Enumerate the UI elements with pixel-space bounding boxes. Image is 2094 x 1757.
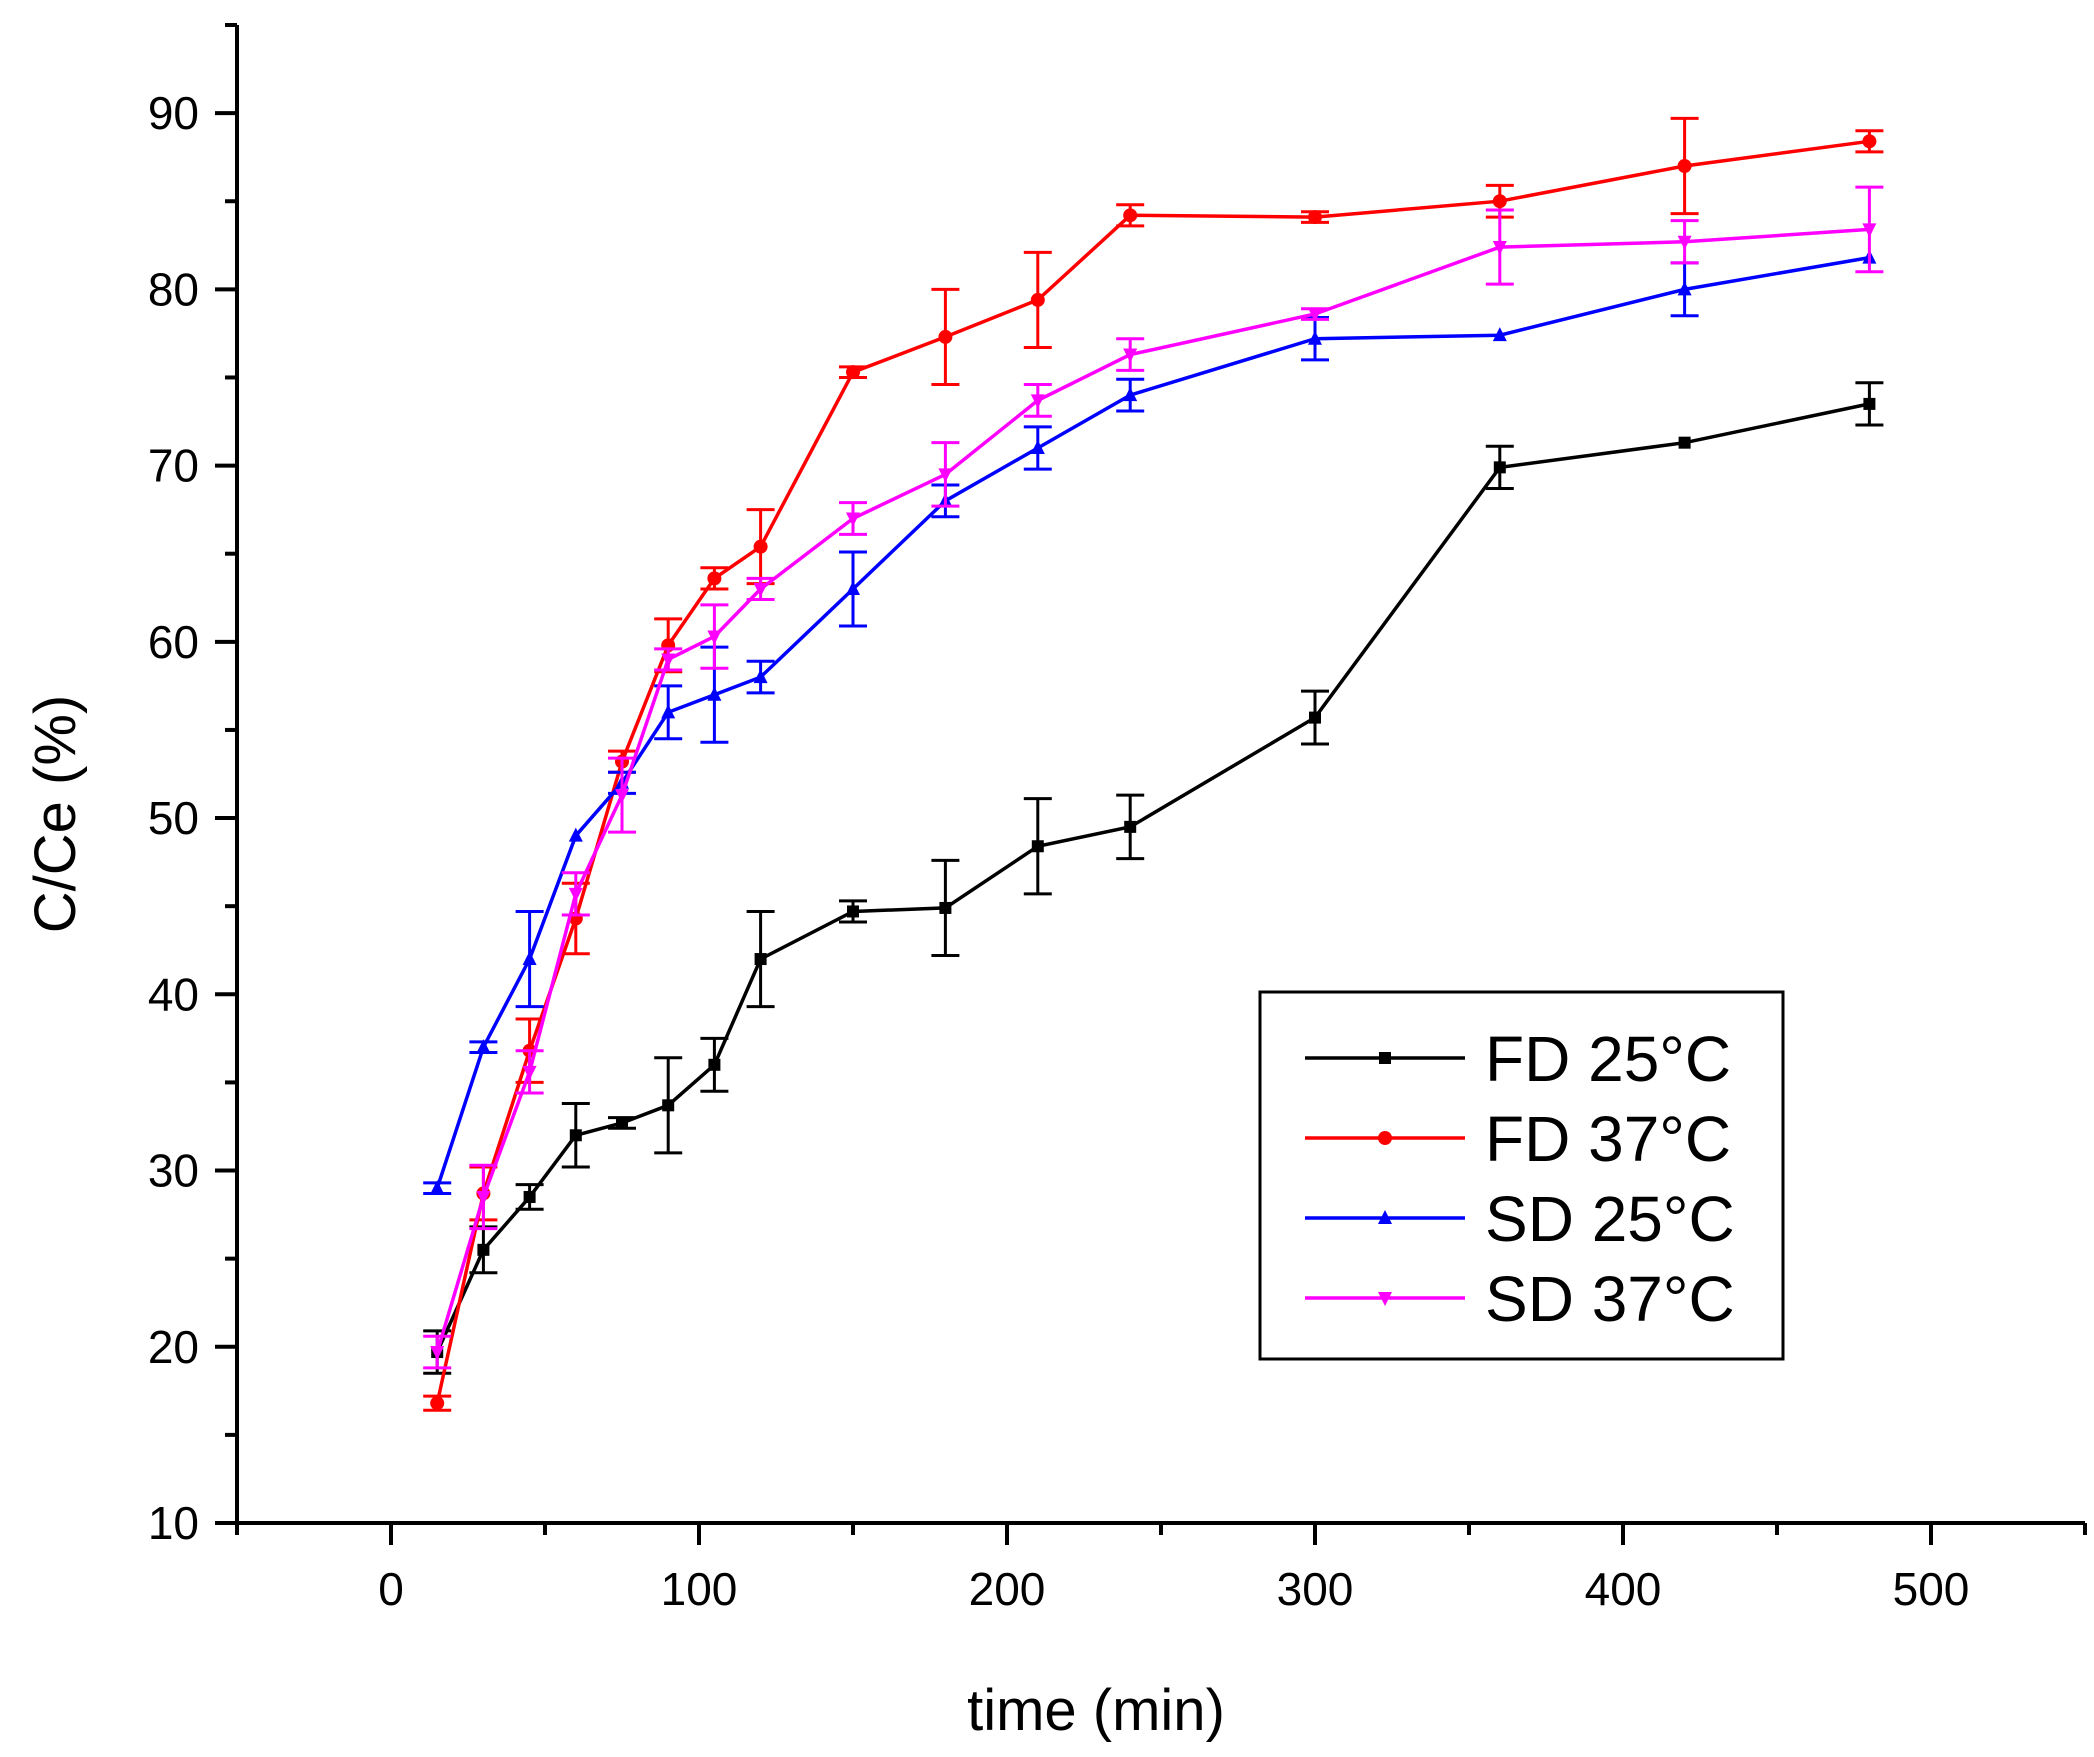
data-point (753, 539, 768, 554)
data-point (430, 1396, 445, 1411)
data-point (569, 1129, 582, 1142)
data-point (1492, 327, 1507, 342)
x-tick-label: 100 (661, 1563, 738, 1615)
legend-item: FD 37°C (1305, 1103, 1731, 1175)
data-point (1030, 292, 1045, 307)
data-point (1308, 308, 1322, 323)
data-point (615, 789, 629, 804)
data-point (847, 905, 859, 918)
x-tick-label: 200 (969, 1563, 1046, 1615)
data-point (1308, 330, 1322, 345)
data-point (1030, 439, 1045, 454)
series-line (435, 227, 1870, 1353)
data-point (661, 653, 676, 668)
data-point (1308, 210, 1322, 225)
y-tick-label: 60 (148, 616, 199, 668)
data-point (568, 887, 583, 902)
data-point (939, 901, 952, 914)
data-point (1863, 397, 1876, 410)
y-axis-title: C/Ce (%) (23, 695, 88, 933)
legend-items: FD 25°C FD 37°C SD 25°C SD 37°C (1305, 1023, 1735, 1335)
legend-label: SD 37°C (1485, 1263, 1735, 1335)
data-point (476, 1190, 491, 1205)
data-point (707, 571, 722, 586)
data-point (522, 951, 537, 966)
data-point (754, 953, 767, 966)
data-point (523, 1190, 536, 1203)
data-point (846, 512, 860, 527)
y-tick-label: 30 (148, 1145, 199, 1197)
x-tick-label: 300 (1277, 1563, 1354, 1615)
data-point (707, 686, 722, 701)
series-FD 25°C (423, 381, 1884, 1375)
data-point (522, 1065, 537, 1080)
axes-layer: 0 100 200 300 400 500 10 20 30 40 50 60 70 80 90 (148, 23, 2087, 1615)
data-point (662, 1099, 675, 1112)
x-tick-label: 500 (1893, 1563, 1970, 1615)
data-point (1123, 348, 1138, 363)
data-point (846, 365, 860, 380)
data-layer (423, 116, 1884, 1412)
data-point (1031, 840, 1044, 853)
x-axis-title: time (min) (967, 1678, 1225, 1743)
y-tick-label: 10 (148, 1497, 199, 1549)
x-tick-label: 400 (1585, 1563, 1662, 1615)
y-tick-label: 40 (148, 968, 199, 1020)
data-point (1677, 235, 1692, 250)
data-point (753, 582, 768, 597)
data-point (476, 1039, 491, 1054)
legend-item: SD 37°C (1305, 1263, 1735, 1335)
legend: FD 25°C FD 37°C SD 25°C SD 37°C (1258, 990, 1785, 1361)
data-point (1862, 223, 1877, 238)
y-tick-label: 20 (148, 1321, 199, 1373)
legend-swatch-marker (1379, 1052, 1391, 1064)
legend-item: SD 25°C (1305, 1183, 1735, 1255)
data-point (846, 580, 860, 595)
data-point (938, 329, 953, 344)
data-point (707, 630, 722, 645)
data-point (938, 468, 953, 483)
data-point (1677, 158, 1692, 173)
data-point (1030, 394, 1045, 409)
series-line (435, 402, 1870, 1353)
data-point (568, 827, 583, 842)
data-point (1678, 436, 1691, 449)
legend-item: FD 25°C (1305, 1023, 1731, 1095)
data-point (1862, 134, 1877, 149)
legend-label: SD 25°C (1485, 1183, 1735, 1255)
y-tick-label: 70 (148, 440, 199, 492)
data-point (616, 1116, 628, 1129)
data-point (1309, 711, 1321, 724)
data-point (1677, 281, 1692, 296)
legend-label: FD 37°C (1485, 1103, 1731, 1175)
data-point (430, 1180, 445, 1195)
y-tick-label: 80 (148, 263, 199, 315)
data-point (1492, 241, 1507, 256)
series-SD 37°C (423, 185, 1884, 1370)
data-point (1123, 387, 1138, 402)
y-tick-label: 50 (148, 792, 199, 844)
data-point (1492, 194, 1507, 209)
data-point (430, 1346, 445, 1361)
legend-swatch-marker (1378, 1292, 1392, 1306)
data-point (1123, 208, 1138, 223)
data-point (1124, 820, 1137, 833)
data-point (1493, 461, 1506, 474)
data-point (477, 1243, 490, 1256)
legend-swatch-marker (1378, 1131, 1392, 1145)
x-tick-label: 0 (378, 1563, 404, 1615)
y-tick-label: 90 (148, 87, 199, 139)
series-line (435, 255, 1870, 1189)
data-point (661, 704, 676, 719)
data-point (753, 669, 768, 684)
legend-label: FD 25°C (1485, 1023, 1731, 1095)
data-point (708, 1058, 721, 1071)
legend-swatch-marker (1378, 1210, 1392, 1224)
series-SD 25°C (423, 249, 1877, 1195)
